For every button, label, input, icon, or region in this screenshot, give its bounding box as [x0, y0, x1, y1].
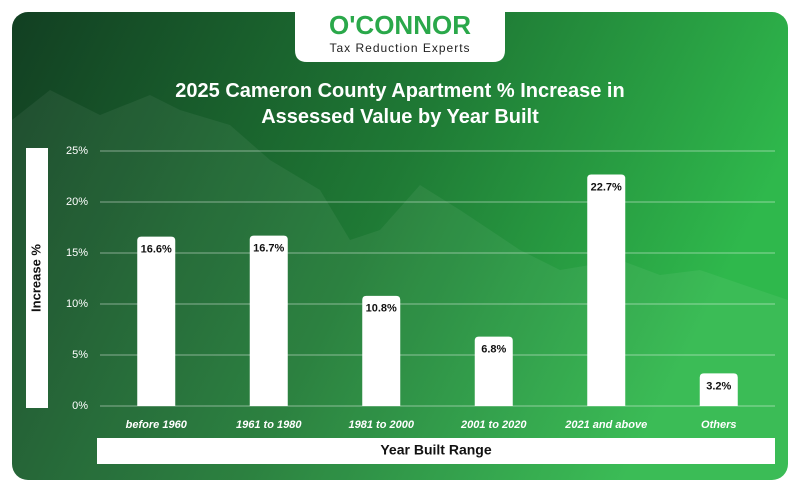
bar — [137, 236, 176, 406]
bar — [699, 373, 738, 406]
x-tick-label: Others — [701, 419, 736, 431]
value-label: 22.7% — [591, 181, 622, 193]
value-label: 16.7% — [253, 243, 284, 255]
x-tick-label: 1961 to 1980 — [236, 419, 302, 431]
x-label-box — [97, 438, 775, 464]
value-label: 16.6% — [141, 244, 172, 256]
y-tick-label: 25% — [66, 145, 88, 157]
y-tick-label: 5% — [72, 349, 88, 361]
x-tick-label: 2021 and above — [564, 419, 647, 431]
bar — [587, 174, 626, 406]
y-tick-label: 15% — [66, 247, 88, 259]
logo: O'CONNOR — [329, 10, 471, 40]
bar — [474, 336, 513, 406]
bar — [249, 235, 288, 406]
x-tick-label: before 1960 — [126, 419, 188, 431]
y-tick-label: 0% — [72, 400, 88, 412]
value-label: 3.2% — [706, 380, 731, 392]
y-label-box — [26, 148, 48, 408]
x-axis-label: Year Built Range — [380, 442, 491, 458]
logo-tagline: Tax Reduction Experts — [329, 41, 470, 55]
x-tick-label: 1981 to 2000 — [349, 419, 415, 431]
y-axis-label: Increase % — [28, 244, 43, 312]
logo-tab — [295, 12, 505, 62]
chart-title: 2025 Cameron County Apartment % Increase… — [175, 80, 625, 128]
value-label: 10.8% — [366, 303, 397, 315]
y-tick-label: 10% — [66, 298, 88, 310]
value-label: 6.8% — [481, 344, 506, 356]
x-tick-label: 2001 to 2020 — [460, 419, 527, 431]
y-tick-label: 20% — [66, 196, 88, 208]
bar — [362, 295, 401, 406]
